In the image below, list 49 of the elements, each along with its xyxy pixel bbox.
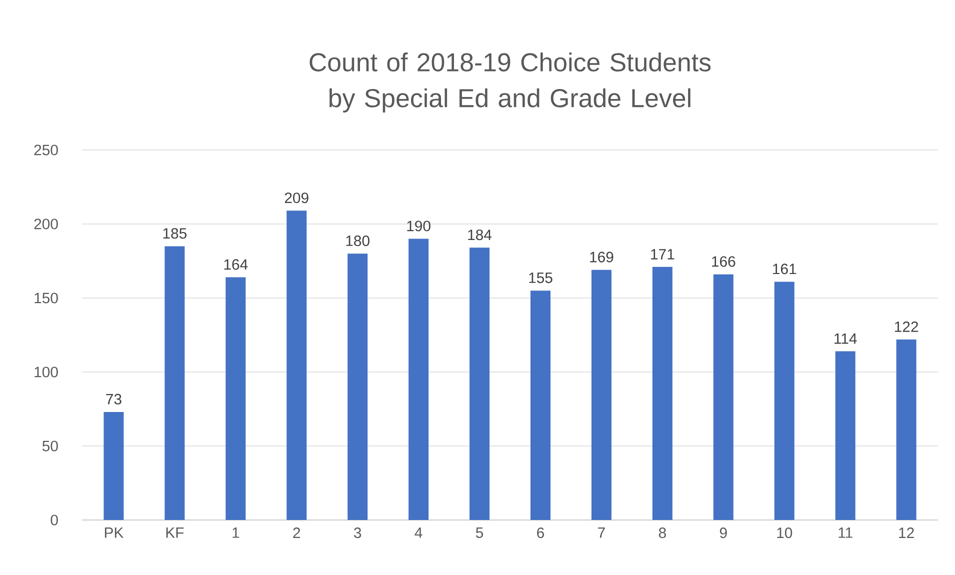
x-tick-label: 11 <box>838 528 852 538</box>
data-label: 166 <box>712 256 736 267</box>
y-tick-label: 150 <box>34 292 58 304</box>
bar <box>713 274 734 520</box>
data-label: 155 <box>529 272 552 284</box>
data-label: 114 <box>834 333 857 344</box>
x-tick-label: 7 <box>598 528 605 538</box>
x-tick-label: 10 <box>777 528 792 538</box>
bar <box>652 266 672 520</box>
bar <box>348 254 368 520</box>
x-tick-label: 8 <box>658 528 666 538</box>
bar <box>164 246 185 520</box>
bar <box>835 351 856 520</box>
y-tick-label: 200 <box>34 218 58 230</box>
bar <box>530 290 550 520</box>
data-label: 161 <box>773 264 796 274</box>
x-tick-label: 9 <box>720 528 727 538</box>
bar <box>470 248 490 520</box>
x-tick-label: KF <box>166 528 184 538</box>
bar <box>774 282 794 520</box>
data-label: 122 <box>894 321 918 332</box>
bar <box>408 238 429 520</box>
bar <box>591 270 612 520</box>
data-label: 190 <box>407 220 430 232</box>
y-tick-label: 50 <box>42 440 58 452</box>
x-tick-label: 3 <box>354 528 362 538</box>
data-label: 180 <box>346 235 370 246</box>
bar <box>286 210 307 520</box>
x-tick-label: 12 <box>899 528 914 538</box>
data-label: 185 <box>163 228 187 239</box>
chart-title: Count of 2018-19 Choice Students by Special Ed and Grade Level <box>310 52 711 112</box>
data-label: 73 <box>106 394 122 404</box>
data-label: 171 <box>651 249 674 260</box>
x-tick-label: 6 <box>537 528 544 538</box>
x-tick-label: 4 <box>414 528 422 538</box>
data-label: 164 <box>224 259 248 270</box>
y-tick-label: 250 <box>34 144 58 156</box>
bar <box>896 339 916 520</box>
data-label: 169 <box>590 252 614 262</box>
data-label: 184 <box>468 230 492 240</box>
bar <box>104 412 124 520</box>
y-tick-label: 0 <box>50 514 58 526</box>
y-tick-label: 100 <box>34 366 58 378</box>
x-tick-label: 5 <box>476 528 484 538</box>
bar <box>226 277 246 520</box>
x-tick-label: 1 <box>232 528 240 538</box>
data-label: 209 <box>284 192 308 204</box>
x-tick-label: 2 <box>293 528 300 538</box>
x-tick-label: PK <box>104 528 124 538</box>
